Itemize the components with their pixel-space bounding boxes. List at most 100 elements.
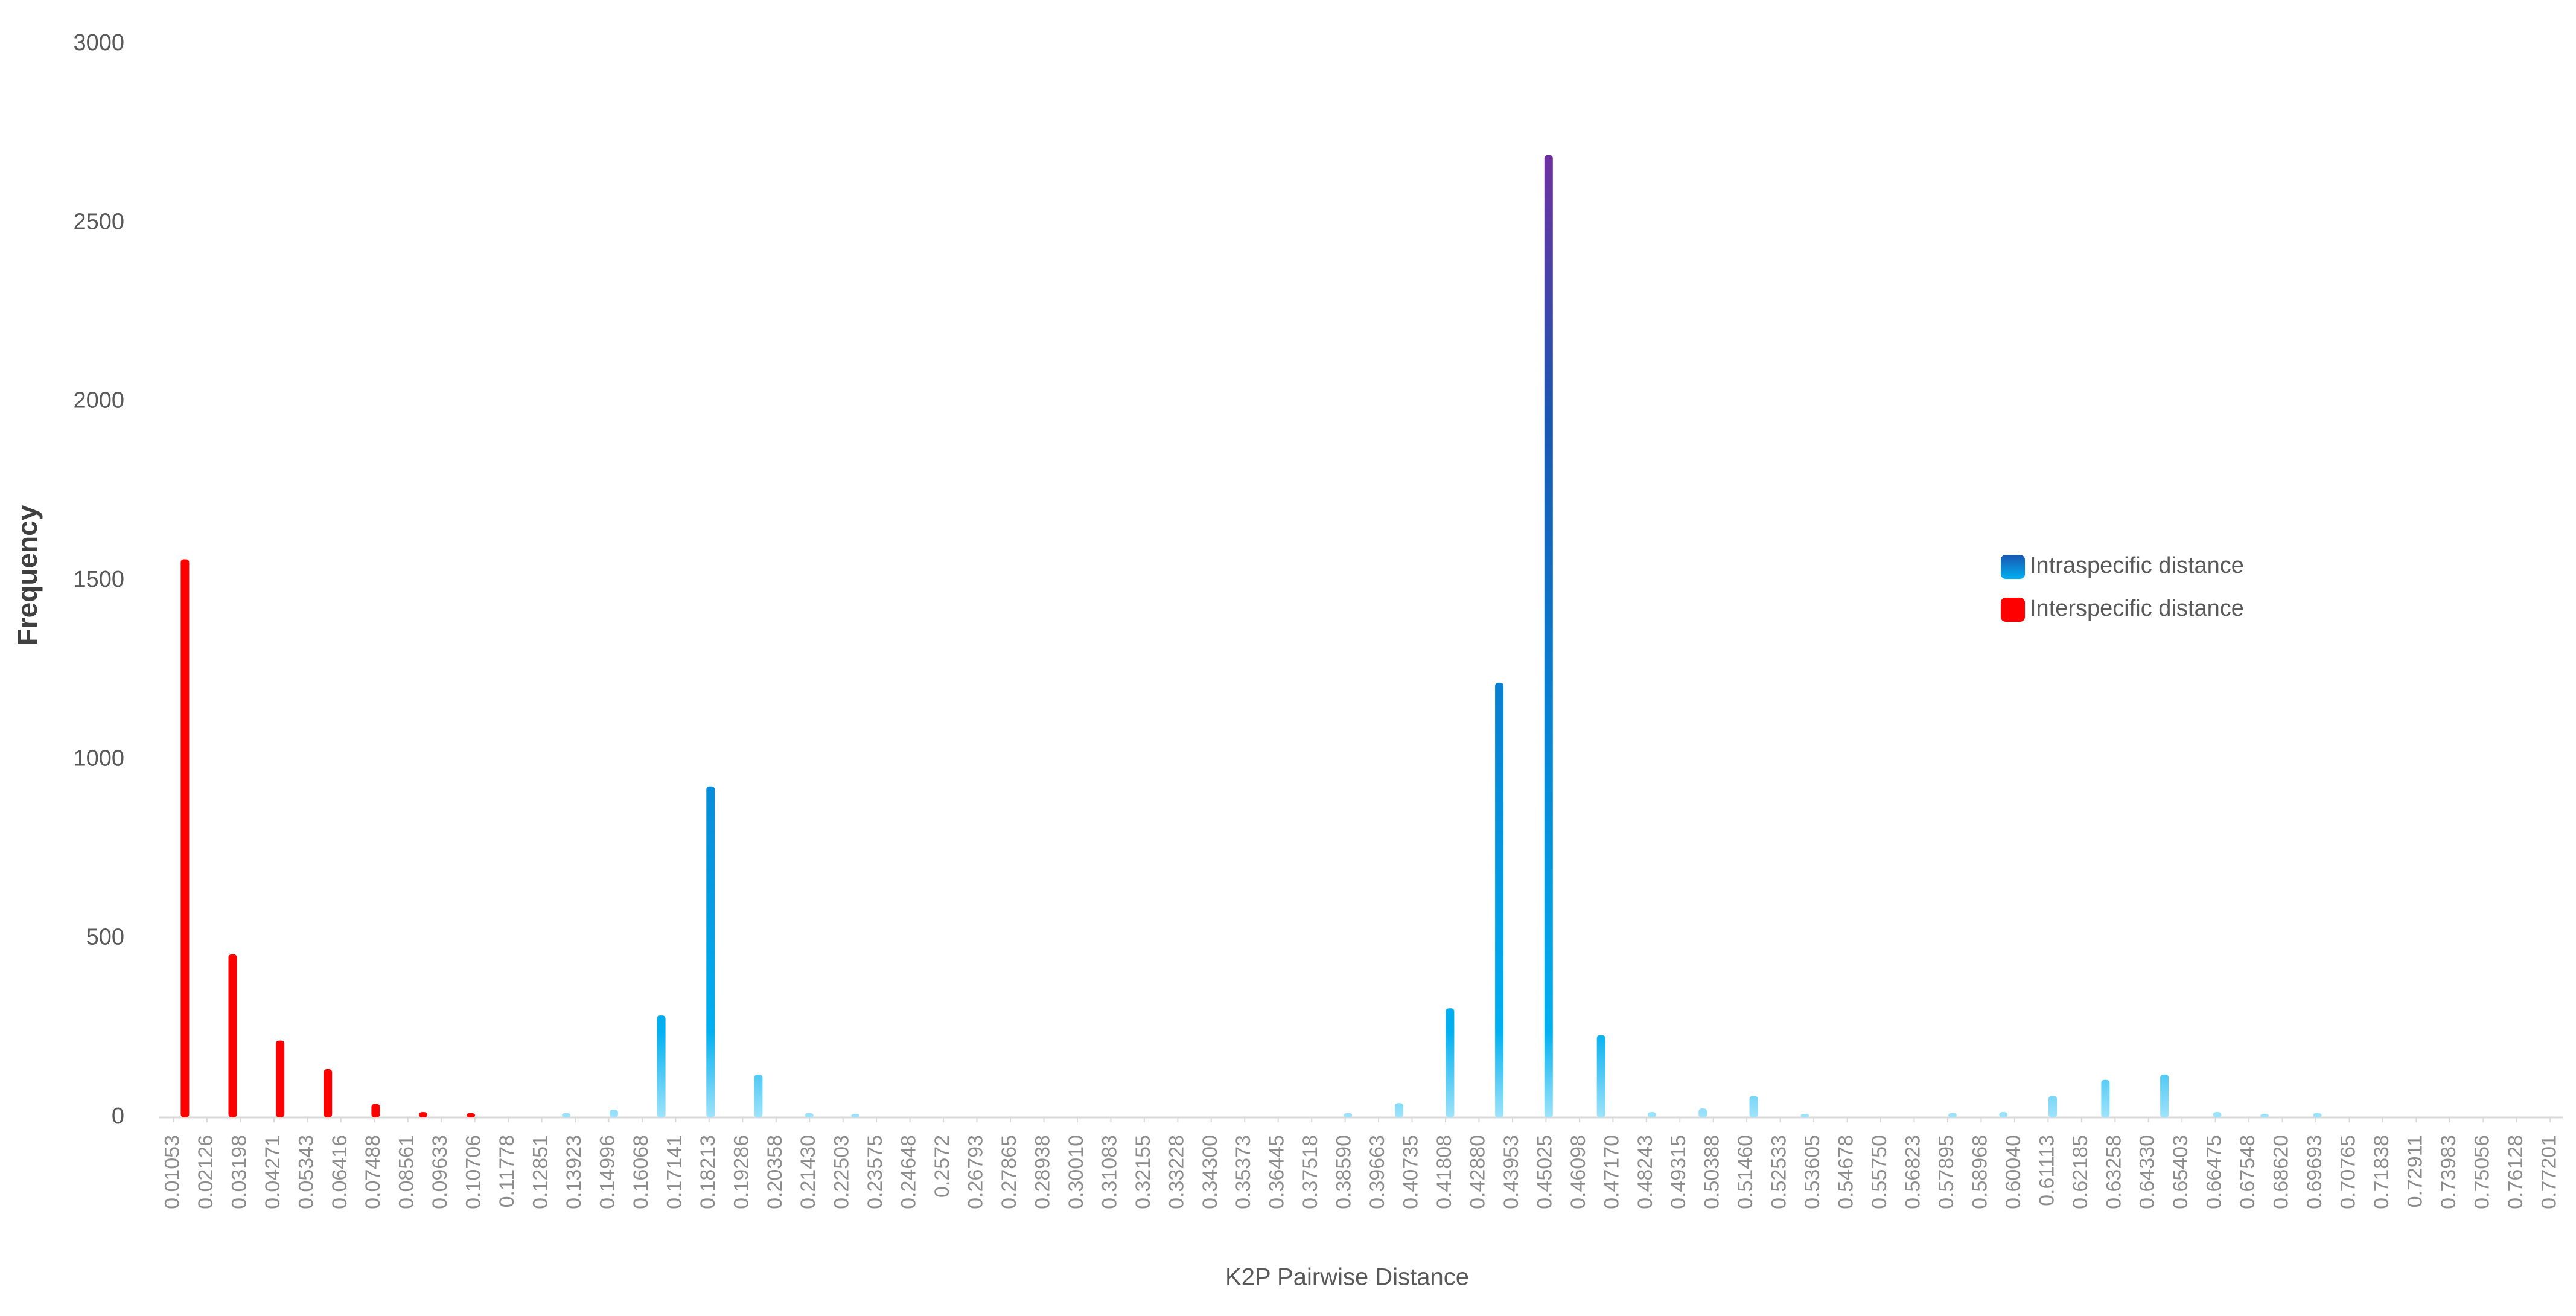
- y-tick-label: 500: [86, 925, 124, 950]
- x-tick-label: 0.21430: [797, 1135, 820, 1209]
- x-tick-label: 0.66475: [2203, 1135, 2226, 1209]
- x-tick-label: 0.17141: [663, 1135, 686, 1209]
- x-tick-label: 0.07488: [362, 1135, 384, 1209]
- bar: [276, 1040, 285, 1117]
- x-tick-label: 0.75056: [2470, 1135, 2493, 1209]
- x-tick-label: 0.77201: [2537, 1135, 2560, 1209]
- bar: [805, 1113, 814, 1117]
- bar: [1495, 682, 1504, 1117]
- x-tick-label: 0.64330: [2136, 1135, 2159, 1209]
- x-tick-label: 0.46098: [1567, 1135, 1590, 1209]
- x-tick-label: 0.45025: [1533, 1135, 1556, 1209]
- bar: [1800, 1114, 1809, 1117]
- x-tick-label: 0.03198: [228, 1135, 250, 1209]
- y-tick-label: 2000: [73, 388, 124, 414]
- bar: [1999, 1112, 2008, 1117]
- x-tick-label: 0.40735: [1400, 1135, 1423, 1209]
- x-tick-label: 0.69693: [2303, 1135, 2326, 1209]
- bar: [1948, 1113, 1957, 1117]
- x-tick-label: 0.50388: [1701, 1135, 1724, 1209]
- bar: [228, 954, 237, 1117]
- bar: [2260, 1114, 2269, 1117]
- bar: [1647, 1112, 1656, 1117]
- x-tick-label: 0.72911: [2403, 1135, 2426, 1207]
- x-tick-label: 0.54678: [1835, 1135, 1858, 1209]
- x-tick-label: 0.18213: [697, 1135, 719, 1209]
- x-tick-label: 0.05343: [295, 1135, 317, 1209]
- bar: [180, 559, 190, 1117]
- x-tick-label: 0.10706: [462, 1135, 485, 1209]
- x-tick-label: 0.51460: [1734, 1135, 1757, 1209]
- x-tick-label: 0.73983: [2437, 1135, 2460, 1209]
- x-tick-label: 0.26793: [964, 1135, 987, 1209]
- x-tick-label: 0.63258: [2102, 1135, 2125, 1209]
- x-tick-label: 0.34300: [1199, 1135, 1222, 1209]
- bar: [657, 1015, 666, 1117]
- x-tick-label: 0.39663: [1366, 1135, 1389, 1209]
- x-tick-label: 0.12851: [529, 1135, 552, 1209]
- x-tick-label: 0.09633: [429, 1135, 451, 1209]
- x-tick-label: 0.02126: [194, 1135, 217, 1209]
- x-tick-label: 0.70765: [2337, 1135, 2360, 1209]
- bar: [371, 1104, 380, 1117]
- bar: [1395, 1103, 1404, 1117]
- bar: [467, 1113, 476, 1117]
- bar: [418, 1112, 427, 1117]
- x-tick-label: 0.36445: [1266, 1135, 1289, 1209]
- bar: [1446, 1008, 1455, 1117]
- x-tick-label: 0.22503: [831, 1135, 853, 1209]
- x-tick-label: 0.27865: [998, 1135, 1021, 1209]
- x-tick-label: 0.20358: [764, 1135, 786, 1209]
- x-tick-label: 0.58968: [1968, 1135, 1991, 1209]
- bar: [324, 1068, 333, 1117]
- legend-label: Intraspecific distance: [2030, 553, 2244, 578]
- y-tick-label: 0: [112, 1104, 124, 1129]
- x-tick-label: 0.28938: [1031, 1135, 1054, 1209]
- x-tick-label: 0.41808: [1433, 1135, 1456, 1209]
- x-tick-label: 0.52533: [1768, 1135, 1791, 1209]
- bar: [1698, 1108, 1707, 1117]
- x-tick-label: 0.08561: [395, 1135, 418, 1209]
- x-tick-label: 0.62185: [2069, 1135, 2092, 1209]
- bar: [706, 786, 715, 1117]
- x-tick-label: 0.11778: [496, 1135, 518, 1207]
- x-tick-label: 0.13923: [563, 1135, 585, 1209]
- x-tick-label: 0.42880: [1466, 1135, 1489, 1209]
- x-tick-label: 0.2572: [931, 1135, 954, 1198]
- x-tick-label: 0.55750: [1868, 1135, 1891, 1209]
- x-tick-label: 0.60040: [2002, 1135, 2025, 1209]
- x-tick-label: 0.65403: [2169, 1135, 2192, 1209]
- x-tick-label: 0.43953: [1500, 1135, 1523, 1209]
- legend-swatch: [2001, 555, 2025, 579]
- x-tick-label: 0.01053: [161, 1135, 183, 1209]
- y-axis-title: Frequency: [11, 505, 43, 645]
- bar: [609, 1109, 618, 1117]
- x-tick-label: 0.48243: [1634, 1135, 1657, 1209]
- legend-label: Interspecific distance: [2030, 596, 2244, 621]
- x-tick-label: 0.35373: [1232, 1135, 1255, 1209]
- x-tick-label: 0.24648: [897, 1135, 920, 1209]
- x-tick-label: 0.49315: [1667, 1135, 1690, 1209]
- x-axis-title: K2P Pairwise Distance: [1225, 1264, 1469, 1291]
- x-tick-label: 0.19286: [730, 1135, 753, 1209]
- x-tick-label: 0.71838: [2370, 1135, 2393, 1209]
- bar: [1749, 1096, 1758, 1117]
- bar: [851, 1114, 860, 1117]
- x-tick-label: 0.04271: [261, 1135, 284, 1209]
- x-tick-label: 0.68620: [2270, 1135, 2293, 1209]
- x-tick-label: 0.56823: [1902, 1135, 1925, 1209]
- bar: [754, 1074, 763, 1117]
- bar: [2213, 1112, 2222, 1117]
- x-tick-label: 0.14996: [596, 1135, 619, 1209]
- bar: [1544, 155, 1553, 1117]
- x-tick-label: 0.06416: [328, 1135, 351, 1209]
- x-tick-label: 0.31083: [1098, 1135, 1121, 1209]
- x-tick-label: 0.33228: [1165, 1135, 1188, 1209]
- legend-swatch: [2001, 598, 2025, 622]
- x-tick-label: 0.16068: [630, 1135, 652, 1209]
- x-tick-label: 0.76128: [2504, 1135, 2527, 1209]
- x-tick-label: 0.57895: [1935, 1135, 1958, 1209]
- y-tick-label: 1000: [73, 746, 124, 771]
- x-tick-label: 0.32155: [1132, 1135, 1155, 1209]
